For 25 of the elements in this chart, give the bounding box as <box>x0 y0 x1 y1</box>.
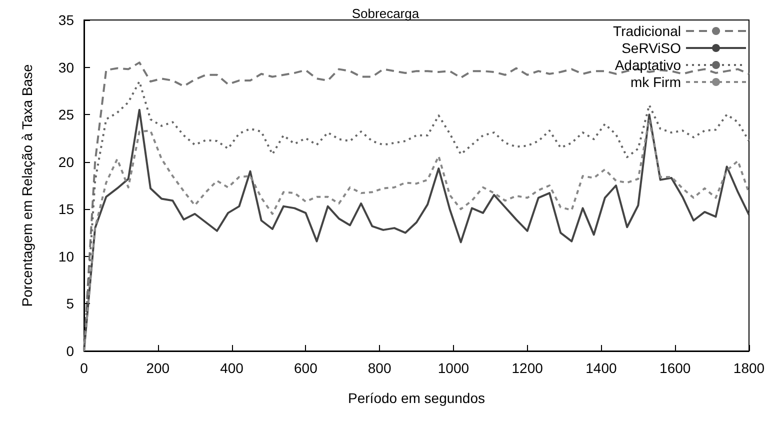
x-axis-title: Período em segundos <box>348 390 485 406</box>
legend-label: mk Firm <box>630 74 681 90</box>
x-tick-label: 1200 <box>512 360 544 376</box>
y-tick-label: 35 <box>58 12 74 28</box>
y-tick-label: 30 <box>58 59 74 76</box>
legend-label: Tradicional <box>613 23 681 39</box>
y-tick-label: 25 <box>58 106 74 123</box>
y-axis-title: Porcentagem em Relação à Taxa Base <box>19 64 35 307</box>
x-tick-label: 1000 <box>438 360 470 376</box>
x-tick-label: 1800 <box>733 360 765 376</box>
x-tick-label: 200 <box>146 360 170 376</box>
x-tick-label: 400 <box>220 360 244 376</box>
x-tick-label: 800 <box>368 360 392 376</box>
x-tick-label: 1600 <box>660 360 691 376</box>
legend-label: Adaptativo <box>614 57 682 73</box>
chart-title: Sobrecarga <box>352 6 420 21</box>
y-tick-label: 5 <box>66 296 74 312</box>
y-tick-label: 10 <box>58 248 74 264</box>
y-tick-label: 15 <box>58 201 74 218</box>
x-tick-label: 600 <box>294 360 318 376</box>
y-tick-label: 20 <box>58 154 74 170</box>
x-tick-label: 0 <box>80 360 88 376</box>
y-tick-label: 0 <box>66 343 74 359</box>
x-tick-label: 1400 <box>586 360 618 376</box>
legend-label: SeRViSO <box>622 40 682 56</box>
